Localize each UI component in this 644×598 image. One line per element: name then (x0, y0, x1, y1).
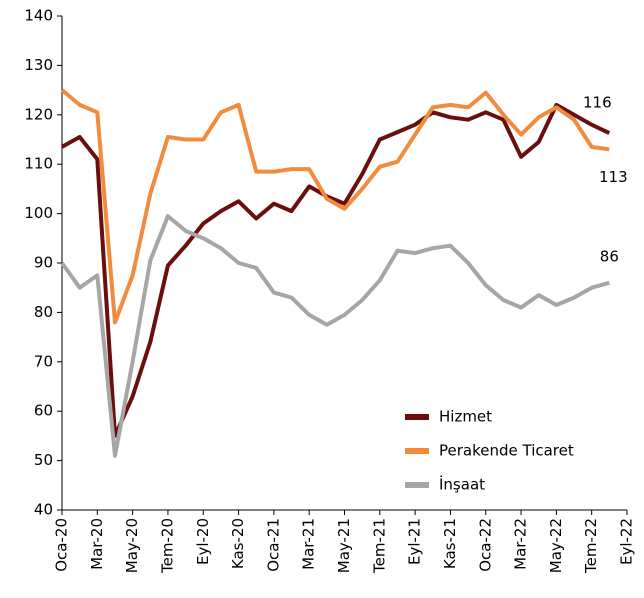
y-tick-label: 80 (34, 303, 53, 321)
y-tick-label: 50 (34, 451, 53, 469)
x-tick-label: Oca-21 (264, 518, 282, 572)
data-label: 116 (583, 94, 612, 112)
y-tick-label: 130 (24, 56, 53, 74)
series-line (60, 88, 610, 325)
x-tick-label: Tem-21 (370, 518, 388, 574)
x-tick-label: May-21 (335, 518, 353, 573)
x-tick-label: Eyl-21 (406, 518, 424, 565)
legend-label: Hizmet (439, 408, 492, 426)
x-tick-label: Oca-20 (53, 518, 71, 572)
x-tick-label: Kas-20 (229, 518, 247, 569)
x-tick-label: Mar-22 (512, 518, 530, 570)
x-tick-label: Kas-21 (441, 518, 459, 569)
legend-label: İnşaat (439, 475, 485, 494)
y-tick-label: 90 (34, 254, 53, 272)
x-tick-label: Eyl-20 (194, 518, 212, 565)
y-tick-label: 100 (24, 204, 53, 222)
x-tick-label: Oca-22 (476, 518, 494, 572)
legend-label: Perakende Ticaret (439, 442, 574, 460)
y-tick-label: 140 (24, 7, 53, 25)
x-tick-label: Eyl-22 (618, 518, 636, 565)
data-label: 113 (599, 168, 628, 186)
data-label: 86 (600, 247, 619, 265)
y-tick-label: 120 (24, 105, 53, 123)
x-tick-label: May-22 (547, 518, 565, 573)
x-tick-label: Tem-22 (582, 518, 600, 574)
x-tick-label: May-20 (123, 518, 141, 573)
x-tick-label: Tem-20 (158, 518, 176, 574)
series-line (60, 214, 610, 458)
y-tick-label: 70 (34, 352, 53, 370)
y-tick-label: 60 (34, 402, 53, 420)
y-tick-label: 110 (24, 155, 53, 173)
x-tick-label: Mar-20 (88, 518, 106, 570)
series-line (61, 102, 611, 438)
x-tick-label: Mar-21 (300, 518, 318, 570)
y-tick-label: 40 (34, 501, 53, 519)
